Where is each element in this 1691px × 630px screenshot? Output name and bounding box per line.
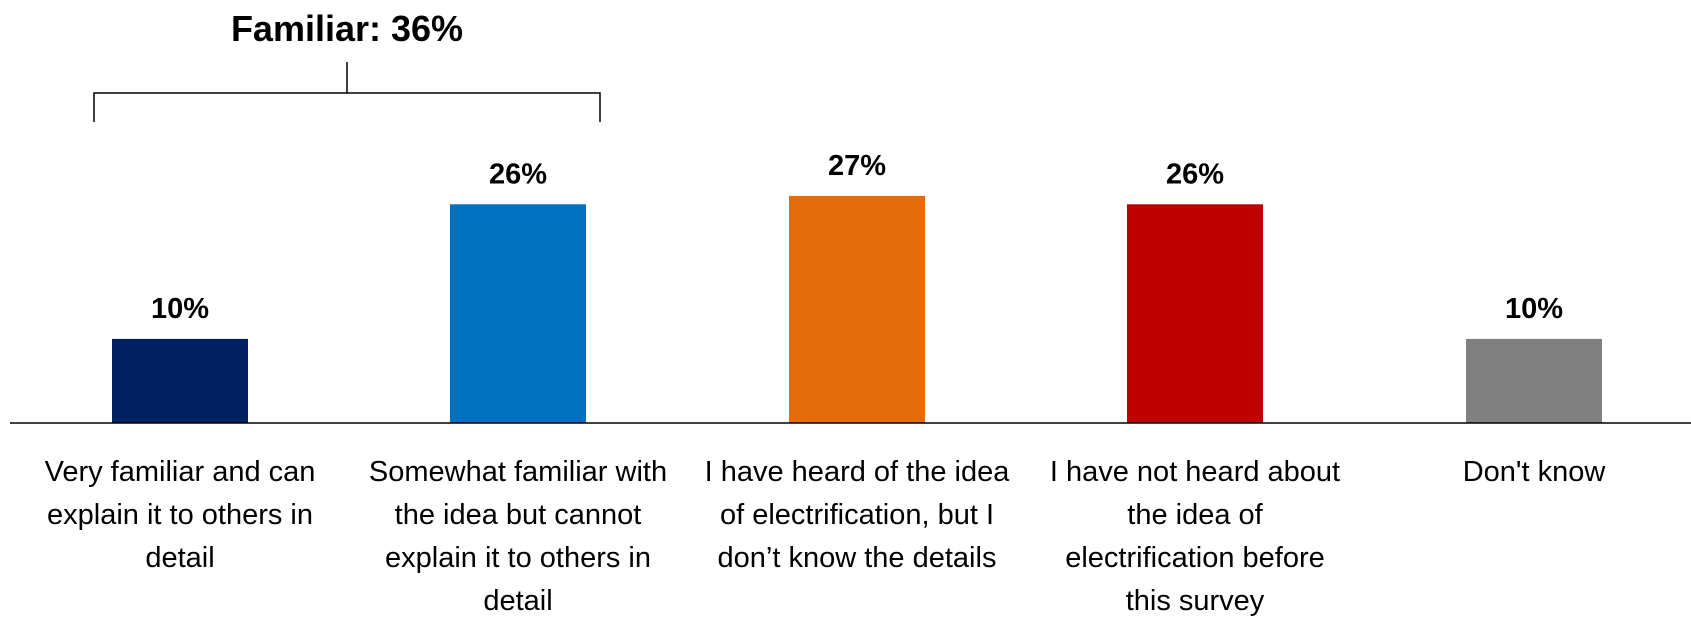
bar-3 (789, 195, 925, 423)
value-label-2: 26% (489, 158, 547, 190)
bar-2 (450, 204, 586, 423)
value-label-3: 27% (828, 150, 886, 182)
category-label-2: Somewhat familiar with the idea but cann… (368, 456, 668, 617)
value-labels: 10% 26% 27% 26% 10% (151, 150, 1563, 325)
bar-4 (1127, 204, 1263, 423)
bar-5 (1466, 338, 1602, 423)
category-label-4: I have not heard about the idea of elect… (1049, 456, 1341, 617)
category-label-5: Don't know (1462, 456, 1606, 488)
category-label-3: I have heard of the idea of electrificat… (704, 456, 1010, 574)
familiar-bracket-label: Familiar: 36% (231, 8, 463, 49)
bars (112, 195, 1602, 423)
familiar-bracket: Familiar: 36% (93, 8, 601, 122)
value-label-1: 10% (151, 293, 209, 325)
category-label-1: Very familiar and can explain it to othe… (44, 456, 316, 574)
value-label-4: 26% (1166, 158, 1224, 190)
value-label-5: 10% (1505, 293, 1563, 325)
familiar-bracket-line (93, 62, 601, 122)
bar-1 (112, 338, 248, 423)
